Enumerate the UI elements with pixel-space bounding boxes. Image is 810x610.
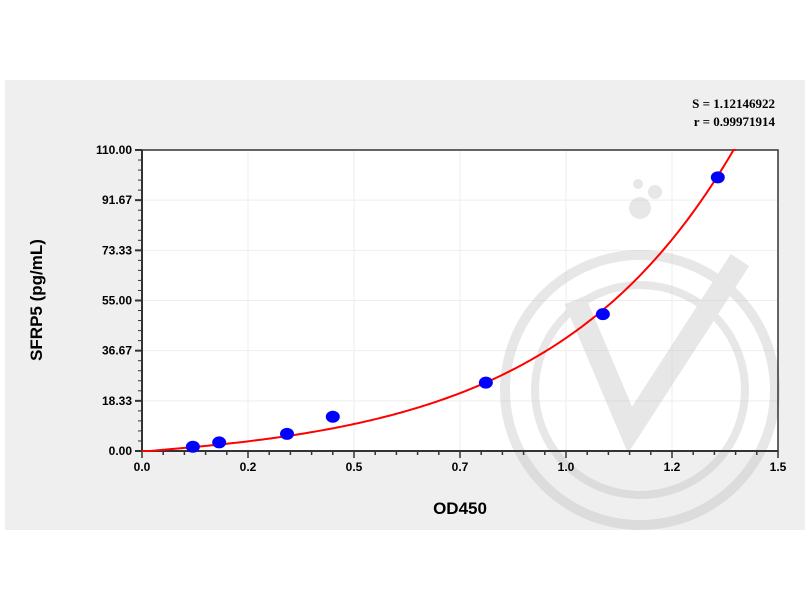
data-point: [478, 376, 493, 389]
x-tick-label: 1.2: [664, 460, 681, 474]
data-points: [185, 171, 725, 453]
y-tick-labels: 0.00 18.33 36.67 55.00 73.33 91.67 110.00: [96, 143, 132, 458]
y-tick-label: 73.33: [102, 243, 132, 257]
y-axis-label: SFRP5 (pg/mL): [27, 239, 46, 361]
x-tick-label: 0.5: [346, 460, 363, 474]
fit-curve: [142, 149, 736, 452]
x-tick-label: 0.2: [240, 460, 257, 474]
data-point: [595, 308, 610, 321]
watermark-logo: [500, 179, 780, 530]
s-annotation: S = 1.12146922: [692, 96, 775, 111]
y-tick-label: 91.67: [102, 193, 132, 207]
x-tick-label: 1.5: [770, 460, 787, 474]
data-point: [325, 410, 340, 423]
y-tick-label: 36.67: [102, 344, 132, 358]
data-point: [185, 440, 200, 453]
x-tick-labels: 0.0 0.2 0.5 0.7 1.0 1.2 1.5: [134, 460, 787, 474]
y-tick-label: 55.00: [102, 294, 132, 308]
x-tick-label: 0.7: [452, 460, 469, 474]
r-annotation: r = 0.99971914: [694, 114, 776, 129]
data-point: [212, 436, 227, 449]
x-tick-label: 0.0: [134, 460, 151, 474]
x-axis-label: OD450: [433, 499, 487, 518]
data-point: [280, 427, 295, 440]
axes: [135, 149, 779, 458]
y-tick-label: 110.00: [96, 143, 132, 157]
y-tick-label: 0.00: [109, 444, 133, 458]
x-tick-label: 1.0: [558, 460, 575, 474]
data-point: [710, 171, 725, 184]
y-tick-label: 18.33: [102, 394, 132, 408]
